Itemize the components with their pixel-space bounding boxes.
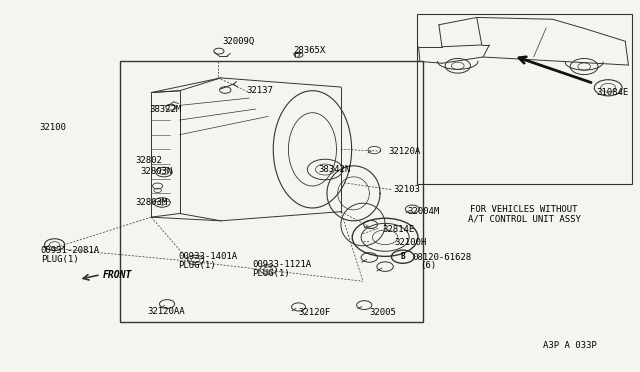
Bar (120, 61, 423, 321)
Text: 32814E: 32814E (382, 225, 414, 234)
Bar (417, 14, 632, 184)
Text: 08120-61628: 08120-61628 (412, 253, 472, 262)
Text: 32103: 32103 (394, 185, 420, 194)
Text: 32802: 32802 (136, 156, 163, 165)
Text: 00933-1401A: 00933-1401A (179, 252, 237, 261)
Text: 31084E: 31084E (597, 88, 629, 97)
Text: 32005: 32005 (369, 308, 396, 317)
Text: 32137: 32137 (246, 86, 273, 95)
Text: PLUG(1): PLUG(1) (41, 255, 78, 264)
Text: (6): (6) (420, 262, 436, 270)
Text: 32120A: 32120A (388, 147, 420, 156)
Text: A3P A 033P: A3P A 033P (543, 341, 597, 350)
Text: 38322M: 38322M (149, 105, 182, 113)
Text: B: B (401, 252, 405, 261)
Text: 00933-1121A: 00933-1121A (252, 260, 312, 269)
Text: 32004M: 32004M (407, 207, 440, 216)
Text: 28365X: 28365X (294, 46, 326, 55)
Text: FRONT: FRONT (102, 270, 132, 280)
Text: PLUG(1): PLUG(1) (252, 269, 290, 279)
Text: 32803M: 32803M (136, 198, 168, 207)
Text: A/T CONTROL UNIT ASSY: A/T CONTROL UNIT ASSY (468, 215, 580, 224)
Text: PLUG(1): PLUG(1) (179, 261, 216, 270)
Text: 32100: 32100 (39, 123, 66, 132)
Text: 38342N: 38342N (319, 165, 351, 174)
Text: FOR VEHICLES WITHOUT: FOR VEHICLES WITHOUT (470, 205, 578, 214)
Text: 32009Q: 32009Q (223, 37, 255, 46)
Text: 32100H: 32100H (395, 238, 427, 247)
Text: 32120F: 32120F (298, 308, 331, 317)
Text: 32120AA: 32120AA (147, 307, 184, 316)
Text: 00931-2081A: 00931-2081A (41, 246, 100, 254)
Text: 32803N: 32803N (141, 167, 173, 176)
